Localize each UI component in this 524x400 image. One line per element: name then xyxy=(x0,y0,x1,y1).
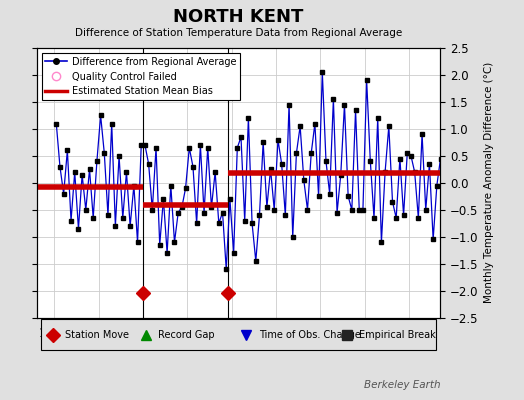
Text: NORTH KENT: NORTH KENT xyxy=(173,8,303,26)
Y-axis label: Monthly Temperature Anomaly Difference (°C): Monthly Temperature Anomaly Difference (… xyxy=(484,62,494,304)
Text: Station Move: Station Move xyxy=(65,330,129,340)
Text: Record Gap: Record Gap xyxy=(158,330,214,340)
Text: Berkeley Earth: Berkeley Earth xyxy=(364,380,440,390)
Text: Time of Obs. Change: Time of Obs. Change xyxy=(259,330,361,340)
Legend: Difference from Regional Average, Quality Control Failed, Estimated Station Mean: Difference from Regional Average, Qualit… xyxy=(41,53,240,100)
Text: Empirical Break: Empirical Break xyxy=(359,330,436,340)
Text: Difference of Station Temperature Data from Regional Average: Difference of Station Temperature Data f… xyxy=(75,28,402,38)
FancyBboxPatch shape xyxy=(41,319,436,350)
